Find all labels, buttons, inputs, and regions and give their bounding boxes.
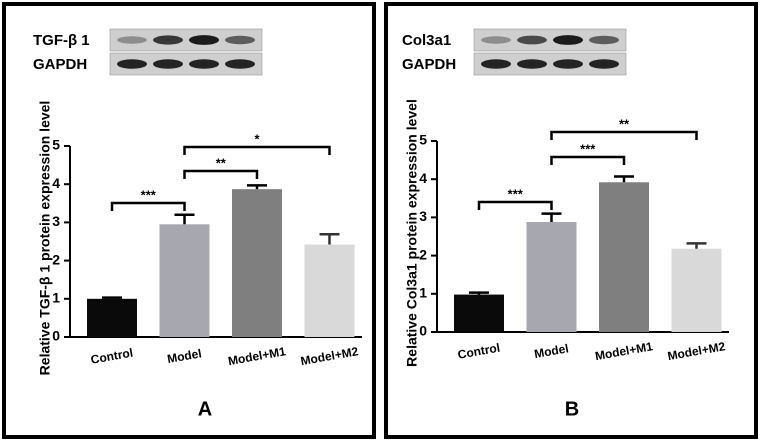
blot-band (225, 35, 255, 45)
y-axis-label: Relative Col3a1 protein expression level (404, 99, 420, 367)
y-tick-label: 4 (419, 170, 427, 186)
bar (304, 244, 355, 337)
bar (526, 221, 577, 332)
y-tick-label: 1 (52, 290, 60, 306)
blot-band (153, 59, 183, 69)
bar (671, 248, 722, 332)
blot-band (553, 59, 583, 69)
x-tick-label: Control (90, 346, 134, 367)
panel-label: A (198, 398, 212, 420)
blot-band (589, 59, 619, 69)
significance-label: *** (141, 187, 157, 202)
error-bar (247, 184, 267, 190)
y-tick-label: 4 (52, 175, 60, 191)
significance-label: ** (619, 116, 630, 131)
significance-bracket (110, 201, 186, 211)
significance-bracket (477, 200, 553, 210)
x-tick-label: Model+M2 (666, 339, 726, 363)
x-tick-label: Model (533, 341, 570, 361)
y-tick-label: 3 (419, 208, 427, 224)
x-tick-label: Control (457, 341, 501, 362)
y-tick-label: 0 (419, 323, 427, 339)
blot-band (481, 36, 511, 44)
y-tick-label: 3 (52, 213, 60, 229)
y-axis-label: Relative TGF-β 1 protein expression leve… (37, 101, 53, 376)
panel-label: B (565, 398, 579, 420)
blot-band (189, 35, 219, 45)
error-bar (174, 213, 195, 225)
significance-label: *** (580, 141, 596, 156)
blot-band (481, 59, 511, 69)
bar (454, 294, 504, 332)
bar (232, 189, 282, 337)
blot-label: Col3a1 (402, 32, 451, 49)
significance-label: *** (508, 186, 524, 201)
significance-label: * (254, 131, 260, 146)
blot-label: TGF-β 1 (33, 32, 90, 49)
x-tick-label: Model+M1 (227, 344, 287, 368)
blot-strip (473, 52, 627, 76)
bar (599, 182, 649, 332)
error-bar (541, 212, 562, 222)
y-tick-label: 0 (52, 328, 60, 344)
significance-label: ** (216, 155, 227, 170)
bar (159, 224, 210, 337)
blot-band (189, 59, 219, 69)
blot-band (225, 59, 255, 69)
blot-band (517, 59, 547, 69)
blot-band (117, 59, 147, 69)
panel-frame (2, 2, 376, 439)
blot-band (553, 35, 583, 45)
significance-bracket (183, 169, 259, 179)
error-bar (319, 232, 340, 245)
significance-bracket (183, 145, 331, 155)
panel-frame (384, 2, 758, 439)
x-tick-label: Model+M1 (594, 339, 654, 363)
blot-strip (473, 28, 627, 52)
blot-band (517, 35, 547, 45)
y-tick-label: 5 (419, 132, 427, 148)
error-bar (469, 291, 489, 295)
error-bar (102, 296, 122, 299)
y-tick-label: 2 (52, 251, 60, 267)
x-tick-label: Model (166, 346, 203, 366)
significance-bracket (550, 155, 626, 165)
blot-strip (109, 28, 263, 52)
blot-band (117, 36, 147, 44)
blot-label: GAPDH (33, 56, 87, 73)
error-bar (686, 242, 707, 249)
y-tick-label: 5 (52, 137, 60, 153)
y-tick-label: 2 (419, 246, 427, 262)
y-tick-label: 1 (419, 285, 427, 301)
error-bar (614, 175, 634, 183)
significance-bracket (550, 130, 698, 140)
x-tick-label: Model+M2 (299, 344, 359, 368)
blot-strip (109, 52, 263, 76)
bar (87, 298, 137, 337)
blot-band (589, 35, 619, 45)
blot-label: GAPDH (402, 56, 456, 73)
blot-band (153, 35, 183, 45)
